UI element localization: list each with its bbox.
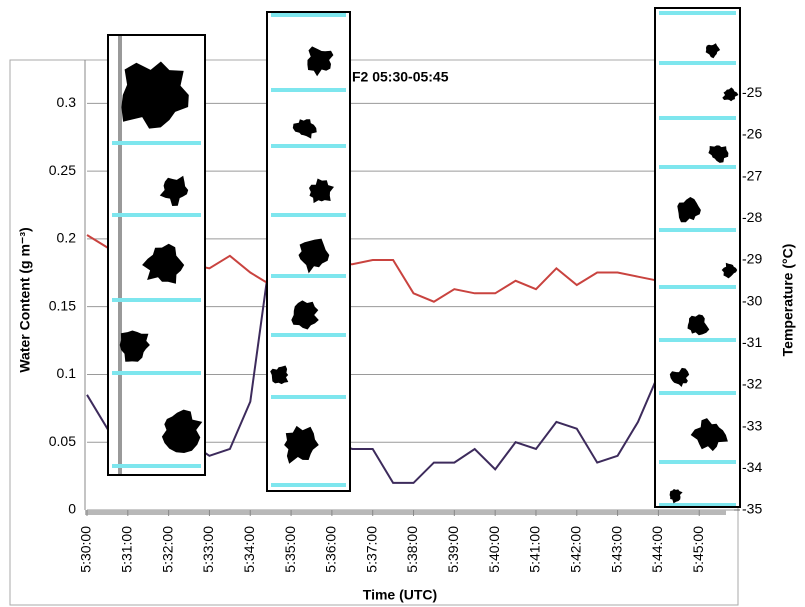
- y2-axis-title: Temperature (°C): [780, 244, 796, 357]
- strip-divider: [112, 213, 201, 217]
- y-tick-label: 0.2: [57, 230, 77, 246]
- strip-divider: [659, 460, 736, 464]
- strip-divider: [112, 464, 201, 468]
- x-tick-label: 5:34:00: [241, 526, 257, 573]
- y-tick-label: 0.15: [49, 297, 76, 313]
- strip-divider: [112, 298, 201, 302]
- x-tick-label: 5:33:00: [200, 526, 216, 573]
- strip-divider: [659, 11, 736, 15]
- x-tick-label: 5:41:00: [527, 526, 543, 573]
- y-tick-label: 0.05: [49, 433, 76, 449]
- x-tick-label: 5:42:00: [567, 526, 583, 573]
- strip-divider: [271, 144, 346, 148]
- x-tick-label: 5:31:00: [119, 526, 135, 573]
- strip-divider: [271, 333, 346, 337]
- x-tick-label: 5:30:00: [78, 526, 94, 573]
- x-tick-label: 5:43:00: [608, 526, 624, 573]
- x-tick-label: 5:36:00: [323, 526, 339, 573]
- x-tick-label: 5:38:00: [404, 526, 420, 573]
- y2-tick-label: -28: [742, 209, 762, 225]
- strip-divider: [659, 228, 736, 232]
- y2-tick-label: -34: [742, 459, 762, 475]
- strip-divider: [271, 483, 346, 487]
- y-axis-title: Water Content (g m⁻³): [17, 227, 33, 372]
- strip-bar: [118, 35, 122, 475]
- y2-tick-label: -25: [742, 84, 762, 100]
- x-axis-title: Time (UTC): [363, 587, 437, 603]
- y-tick-label: 0.25: [49, 162, 76, 178]
- strip-divider: [271, 13, 346, 17]
- y2-tick-label: -29: [742, 251, 762, 267]
- strip-divider: [659, 61, 736, 65]
- strip-divider: [112, 371, 201, 375]
- x-tick-label: 5:45:00: [690, 526, 706, 573]
- y2-tick-label: -32: [742, 376, 762, 392]
- strip-divider: [271, 395, 346, 399]
- strip-divider: [271, 213, 346, 217]
- x-tick-label: 5:39:00: [445, 526, 461, 573]
- strip-divider: [112, 141, 201, 145]
- strip-divider: [271, 88, 346, 92]
- annotation: F2 05:30-05:45: [352, 69, 449, 85]
- y-tick-label: 0.1: [57, 365, 77, 381]
- x-tick-label: 5:44:00: [649, 526, 665, 573]
- x-tick-label: 5:40:00: [486, 526, 502, 573]
- y2-tick-label: -30: [742, 292, 762, 308]
- y-tick-label: 0.3: [57, 94, 77, 110]
- y2-tick-label: -31: [742, 334, 762, 350]
- strip-divider: [659, 391, 736, 395]
- x-tick-label: 5:37:00: [363, 526, 379, 573]
- x-tick-label: 5:32:00: [159, 526, 175, 573]
- y2-tick-label: -27: [742, 167, 762, 183]
- y2-tick-label: -35: [742, 501, 762, 517]
- strip-divider: [659, 165, 736, 169]
- y2-tick-label: -26: [742, 126, 762, 142]
- y-tick-label: 0: [68, 501, 76, 517]
- strip-divider: [659, 285, 736, 289]
- strip-divider: [271, 274, 346, 278]
- strip-divider: [659, 116, 736, 120]
- strip-divider: [659, 338, 736, 342]
- y2-tick-label: -33: [742, 417, 762, 433]
- chart: 0 0.05 0.1 0.15 0.2 0.25 0.3 -25 -26 -27 -28 -29 -30…: [0, 0, 805, 607]
- x-axis: [85, 510, 726, 515]
- x-tick-label: 5:35:00: [282, 526, 298, 573]
